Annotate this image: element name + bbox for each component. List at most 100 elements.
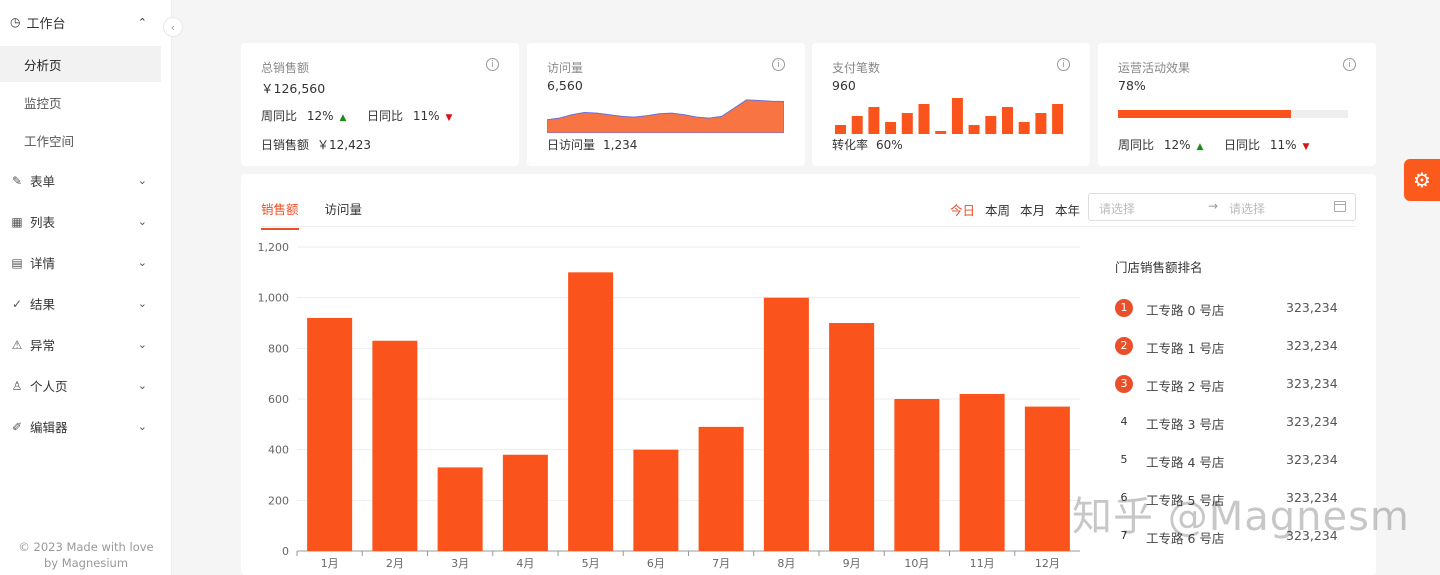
store-sales: 323,234 bbox=[1286, 338, 1338, 353]
ranking-row: 2 工专路 1 号店 323,234 bbox=[1115, 337, 1338, 357]
sidebar-item-detail[interactable]: ▤ 详情 ⌄ bbox=[0, 242, 171, 283]
bar[interactable] bbox=[372, 340, 418, 551]
store-name: 工专路 3 号店 bbox=[1146, 417, 1225, 432]
mini-bar bbox=[901, 113, 913, 134]
sidebar-item-editor[interactable]: ✐ 编辑器 ⌄ bbox=[0, 406, 171, 447]
card-value: ￥126,560 bbox=[261, 81, 326, 96]
edit-icon: ✐ bbox=[11, 419, 23, 434]
trend-dod: 日同比 11% ▼ bbox=[1224, 136, 1309, 153]
card-title: 总销售额 bbox=[261, 61, 310, 75]
sidebar-footer: © 2023 Made with love by Magnesium bbox=[0, 539, 172, 571]
card-title: 支付笔数 bbox=[832, 61, 881, 75]
mini-bar bbox=[1018, 122, 1030, 134]
sidebar-item-exception[interactable]: ⚠ 异常 ⌄ bbox=[0, 324, 171, 365]
caret-down-icon: ▼ bbox=[1302, 142, 1310, 152]
tab-visits[interactable]: 访问量 bbox=[324, 202, 363, 217]
date-range-picker[interactable]: 请选择 → 请选择 bbox=[1088, 193, 1356, 221]
info-icon[interactable]: i bbox=[1343, 58, 1356, 71]
x-tick-label: 9月 bbox=[843, 557, 861, 570]
card-visits: 访问量 i 6,560 日访问量 1,234 bbox=[527, 43, 805, 166]
ranking-row: 5 工专路 4 号店 323,234 bbox=[1115, 451, 1338, 471]
chevron-down-icon: ⌄ bbox=[137, 174, 147, 187]
card-footer: 日访问量 1,234 bbox=[547, 136, 637, 153]
range-month[interactable]: 本月 bbox=[1020, 203, 1046, 218]
store-sales: 323,234 bbox=[1286, 528, 1338, 543]
trend-wow: 周同比 12% ▲ bbox=[261, 107, 346, 124]
bar[interactable] bbox=[698, 426, 744, 551]
sidebar-item-result[interactable]: ✓ 结果 ⌄ bbox=[0, 283, 171, 324]
chevron-down-icon: ⌄ bbox=[137, 215, 147, 228]
range-week[interactable]: 本周 bbox=[985, 203, 1011, 218]
trend-value: 12% bbox=[306, 109, 334, 123]
bar[interactable] bbox=[1024, 406, 1070, 551]
x-tick-label: 4月 bbox=[516, 557, 534, 570]
visits-area-chart bbox=[547, 99, 784, 133]
bar[interactable] bbox=[894, 399, 940, 551]
sidebar-group-workbench[interactable]: ◷ 工作台 ⌃ bbox=[0, 0, 171, 44]
start-date-input[interactable]: 请选择 bbox=[1099, 202, 1136, 216]
trend-label: 日同比 bbox=[1224, 138, 1261, 152]
y-tick-label: 0 bbox=[282, 545, 289, 558]
ranking-row: 3 工专路 2 号店 323,234 bbox=[1115, 375, 1338, 395]
ranking-row: 6 工专路 5 号店 323,234 bbox=[1115, 489, 1338, 509]
info-icon[interactable]: i bbox=[486, 58, 499, 71]
sidebar-item-analysis[interactable]: 分析页 bbox=[0, 46, 161, 82]
card-footer: 日销售额 ￥12,423 bbox=[261, 136, 371, 153]
bar[interactable] bbox=[959, 393, 1005, 551]
bar[interactable] bbox=[568, 272, 614, 551]
tab-sales[interactable]: 销售额 bbox=[261, 199, 299, 230]
card-payments: 支付笔数 i 960 转化率 60% bbox=[812, 43, 1090, 166]
x-tick-label: 1月 bbox=[321, 557, 339, 570]
chevron-left-icon: ‹ bbox=[170, 20, 176, 34]
y-tick-label: 800 bbox=[268, 342, 289, 355]
bar[interactable] bbox=[307, 317, 353, 551]
sidebar-item-form[interactable]: ✎ 表单 ⌄ bbox=[0, 160, 171, 201]
store-name: 工专路 0 号店 bbox=[1146, 303, 1225, 318]
sidebar: ◷ 工作台 ⌃ 分析页 监控页 工作空间 ✎ 表单 ⌄ ▦ 列表 ⌄ ▤ 详情 ⌄ ✓ 结果 ⌄… bbox=[0, 0, 172, 575]
mini-bar bbox=[1052, 104, 1064, 134]
collapse-sidebar-button[interactable]: ‹ bbox=[163, 17, 183, 37]
mini-bar bbox=[868, 107, 880, 134]
mini-bar bbox=[1002, 107, 1013, 134]
progress-track bbox=[1118, 110, 1348, 118]
ranking-row: 1 工专路 0 号店 323,234 bbox=[1115, 299, 1338, 319]
mini-bar bbox=[985, 116, 997, 134]
x-tick-label: 7月 bbox=[712, 557, 730, 570]
sidebar-item-workspace[interactable]: 工作空间 bbox=[24, 133, 75, 149]
chart-tabs: 销售额 访问量 bbox=[261, 199, 362, 230]
store-name: 工专路 5 号店 bbox=[1146, 493, 1225, 508]
info-icon[interactable]: i bbox=[1057, 58, 1070, 71]
store-name: 工专路 1 号店 bbox=[1146, 341, 1225, 356]
payments-mini-bar-chart bbox=[835, 98, 1064, 134]
sidebar-item-label: 列表 bbox=[30, 215, 56, 230]
footer-value: ￥12,423 bbox=[317, 138, 372, 152]
watermark: 知乎 @Magnesm bbox=[1072, 494, 1410, 540]
detail-icon: ▤ bbox=[11, 255, 23, 270]
mini-bar bbox=[835, 125, 846, 134]
bar[interactable] bbox=[502, 454, 548, 551]
progress-fill bbox=[1118, 110, 1291, 118]
sidebar-item-monitor[interactable]: 监控页 bbox=[24, 95, 62, 111]
bar[interactable] bbox=[829, 323, 875, 551]
bar[interactable] bbox=[763, 297, 809, 551]
form-icon: ✎ bbox=[11, 173, 23, 188]
store-sales: 323,234 bbox=[1286, 376, 1338, 391]
sidebar-item-label: 表单 bbox=[30, 174, 56, 189]
settings-button[interactable]: ⚙ bbox=[1404, 159, 1440, 201]
footer-line-2: by Magnesium bbox=[43, 556, 129, 570]
card-total-sales: 总销售额 i ￥126,560 周同比 12% ▲ 日同比 11% ▼ 日销售额 ￥1… bbox=[241, 43, 519, 166]
bar[interactable] bbox=[633, 449, 679, 551]
sales-panel: 销售额 访问量 今日 本周 本月 本年 请选择 → 请选择 0 200 400 600… bbox=[241, 174, 1376, 575]
x-tick-label: 3月 bbox=[451, 557, 469, 570]
bar[interactable] bbox=[437, 467, 483, 551]
info-icon[interactable]: i bbox=[772, 58, 785, 71]
sidebar-group-label: 工作台 bbox=[26, 16, 66, 32]
range-year[interactable]: 本年 bbox=[1055, 203, 1081, 218]
end-date-input[interactable]: 请选择 bbox=[1229, 202, 1266, 216]
rank-number: 3 bbox=[1115, 375, 1133, 393]
sidebar-item-list[interactable]: ▦ 列表 ⌄ bbox=[0, 201, 171, 242]
ranking-title: 门店销售额排名 bbox=[1115, 260, 1203, 275]
range-selector: 今日 本周 本月 本年 bbox=[950, 200, 1080, 219]
range-today[interactable]: 今日 bbox=[950, 203, 976, 218]
sidebar-item-profile[interactable]: ♙ 个人页 ⌄ bbox=[0, 365, 171, 406]
